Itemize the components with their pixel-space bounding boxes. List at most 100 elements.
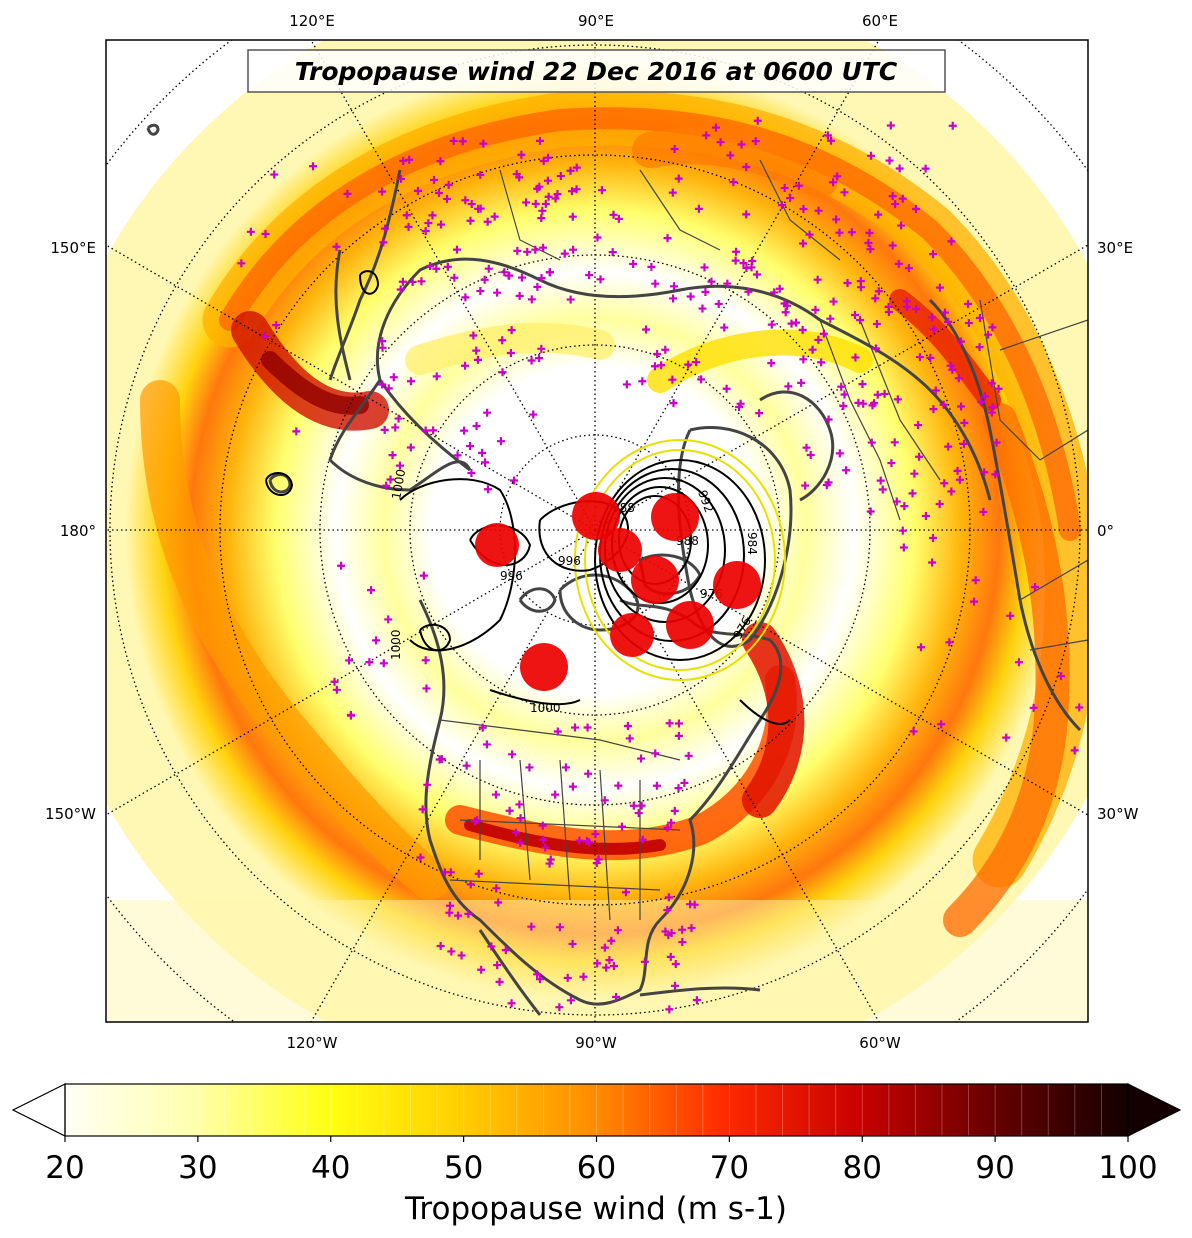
station-marker [1014, 658, 1023, 667]
station-marker [467, 469, 476, 478]
station-marker [629, 801, 638, 810]
station-marker [878, 485, 887, 494]
low-marker [631, 556, 679, 604]
station-marker [237, 259, 246, 268]
station-marker [597, 186, 606, 195]
station-marker [522, 198, 531, 207]
station-marker [452, 245, 461, 254]
station-marker [525, 763, 534, 772]
colorbar-ticks: 20 30 40 50 60 70 80 90 100 [45, 1136, 1158, 1186]
station-marker [1029, 703, 1038, 712]
station-marker [948, 365, 957, 374]
station-marker [701, 287, 710, 296]
station-marker [814, 206, 823, 215]
station-marker [634, 809, 643, 818]
station-marker [819, 329, 828, 338]
station-marker [449, 136, 458, 145]
station-marker [684, 360, 693, 369]
station-marker [665, 1005, 674, 1014]
station-marker [663, 906, 672, 915]
station-marker [402, 211, 411, 220]
station-marker [897, 221, 906, 230]
station-marker [476, 287, 485, 296]
station-marker [940, 308, 949, 317]
station-marker [593, 233, 602, 242]
station-marker [955, 475, 964, 484]
colorbar-tick-label: 100 [1098, 1150, 1157, 1186]
longitude-labels: 120°E 90°E 60°E 120°W 90°W 60°W 150°E 18… [45, 12, 1139, 1052]
station-marker [987, 408, 996, 417]
station-marker [541, 843, 550, 852]
station-marker [398, 277, 407, 286]
station-marker [454, 911, 463, 920]
station-marker [674, 784, 683, 793]
station-marker [947, 237, 956, 246]
station-marker [651, 749, 660, 758]
station-marker [987, 379, 996, 388]
station-marker [638, 377, 647, 386]
station-marker [605, 956, 614, 965]
station-marker [726, 151, 735, 160]
station-marker [670, 282, 679, 291]
station-marker [572, 185, 581, 194]
station-marker [945, 638, 954, 647]
lon-label-bottom: 120°W [287, 1034, 338, 1052]
station-marker [460, 426, 469, 435]
station-marker [667, 818, 676, 827]
station-marker [678, 938, 687, 947]
station-marker [755, 409, 764, 418]
station-marker [954, 374, 963, 383]
station-marker [647, 262, 656, 271]
station-marker [617, 822, 626, 831]
station-marker [566, 166, 575, 175]
station-marker [461, 293, 470, 302]
station-marker [483, 408, 492, 417]
lon-label-right: 30°W [1097, 805, 1139, 823]
station-marker [826, 314, 835, 323]
map-title: Tropopause wind 22 Dec 2016 at 0600 UTC [247, 49, 946, 93]
station-marker [678, 925, 687, 934]
station-marker [372, 636, 381, 645]
station-marker [551, 790, 560, 799]
coastlines [146, 123, 1082, 1016]
station-marker [970, 597, 979, 606]
station-marker [395, 461, 404, 470]
station-marker [842, 466, 851, 475]
station-marker [405, 155, 414, 164]
low-marker [713, 561, 761, 609]
station-marker [946, 361, 955, 370]
station-marker [308, 162, 317, 171]
station-marker [640, 957, 649, 966]
station-marker [506, 348, 515, 357]
station-marker [614, 781, 623, 790]
station-marker [492, 884, 501, 893]
station-marker [866, 245, 875, 254]
station-marker [637, 754, 646, 763]
colorbar-tick-label: 30 [178, 1150, 217, 1186]
station-marker [840, 390, 849, 399]
station-marker [292, 427, 301, 436]
station-marker [664, 893, 673, 902]
station-marker [894, 259, 903, 268]
station-marker [827, 136, 836, 145]
station-marker [900, 502, 909, 511]
station-marker [888, 241, 897, 250]
station-marker [384, 384, 393, 393]
station-marker [512, 170, 521, 179]
station-marker [498, 368, 507, 377]
isobar-label: 1000 [530, 701, 561, 715]
station-marker [537, 344, 546, 353]
station-marker [953, 466, 962, 475]
station-marker [1002, 733, 1011, 742]
station-marker [895, 164, 904, 173]
station-marker [623, 721, 632, 730]
station-marker [871, 294, 880, 303]
station-marker [593, 959, 602, 968]
station-marker [742, 162, 751, 171]
station-marker [417, 277, 426, 286]
station-marker [928, 313, 937, 322]
station-marker [505, 806, 514, 815]
station-marker [437, 220, 446, 229]
station-marker [753, 116, 762, 125]
station-marker [399, 156, 408, 165]
